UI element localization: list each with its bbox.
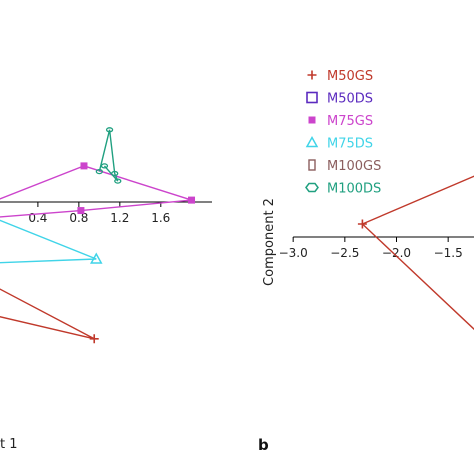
series-line-m75ds xyxy=(0,219,97,264)
legend-label-m100ds: M100DS xyxy=(327,182,381,197)
legend-marker-m100ds xyxy=(305,182,319,193)
panel-a-x-tick-label: 1.6 xyxy=(151,211,170,225)
series-line-m75gs xyxy=(0,165,192,218)
legend-label-m75gs: M75GS xyxy=(327,114,373,129)
data-point-m75ds xyxy=(89,252,103,264)
data-point-m100ds xyxy=(114,178,122,184)
panel-b-label: b xyxy=(258,436,269,454)
legend-marker-m75ds xyxy=(305,135,319,148)
legend-label-m50ds: M50DS xyxy=(327,92,373,107)
panel-b-series-line-0 xyxy=(362,175,474,225)
legend-marker-m50ds xyxy=(306,91,318,104)
panel-b-x-tick-label: −3.0 xyxy=(279,246,308,260)
panel-a-x-axis-label: t 1 xyxy=(0,437,18,452)
legend-marker-m50gs xyxy=(307,70,317,80)
legend: M50GS M50DS M75GS M75DS M100GS M100DS xyxy=(305,69,381,197)
data-point-m75gs xyxy=(80,162,88,170)
data-point-m75gs xyxy=(188,196,196,204)
data-point-m100ds xyxy=(105,127,114,133)
panel-b-x-tick-label: −2.5 xyxy=(330,246,359,260)
legend-label-m50gs: M50GS xyxy=(327,69,373,84)
legend-marker-m100gs xyxy=(308,159,316,171)
data-point-m100ds xyxy=(100,163,109,169)
panel-b-y-axis-label: Component 2 xyxy=(262,198,277,286)
series-line-m50gs xyxy=(0,288,95,340)
panel-b-x-tick-label: −1.5 xyxy=(434,246,463,260)
legend-marker-m75gs xyxy=(308,116,316,124)
panel-b: −3.0 −2.5 −2.0 −1.5 Component 2 b xyxy=(258,175,474,454)
panel-a-x-tick-label: 1.2 xyxy=(110,211,129,225)
panel-a-x-tick-label: 0.8 xyxy=(69,211,88,225)
data-point-m100ds xyxy=(111,170,119,177)
legend-label-m100gs: M100GS xyxy=(327,159,381,174)
panel-b-x-tick-label: −2.0 xyxy=(382,246,411,260)
panel-a: 0.4 0.8 1.2 1.6t 1 xyxy=(0,127,212,452)
legend-label-m75ds: M75DS xyxy=(327,137,373,152)
data-point-m75gs xyxy=(77,207,85,215)
data-point-m100ds xyxy=(95,168,103,175)
panel-b-series-line-1 xyxy=(361,223,474,331)
data-point-m50gs xyxy=(89,334,99,344)
